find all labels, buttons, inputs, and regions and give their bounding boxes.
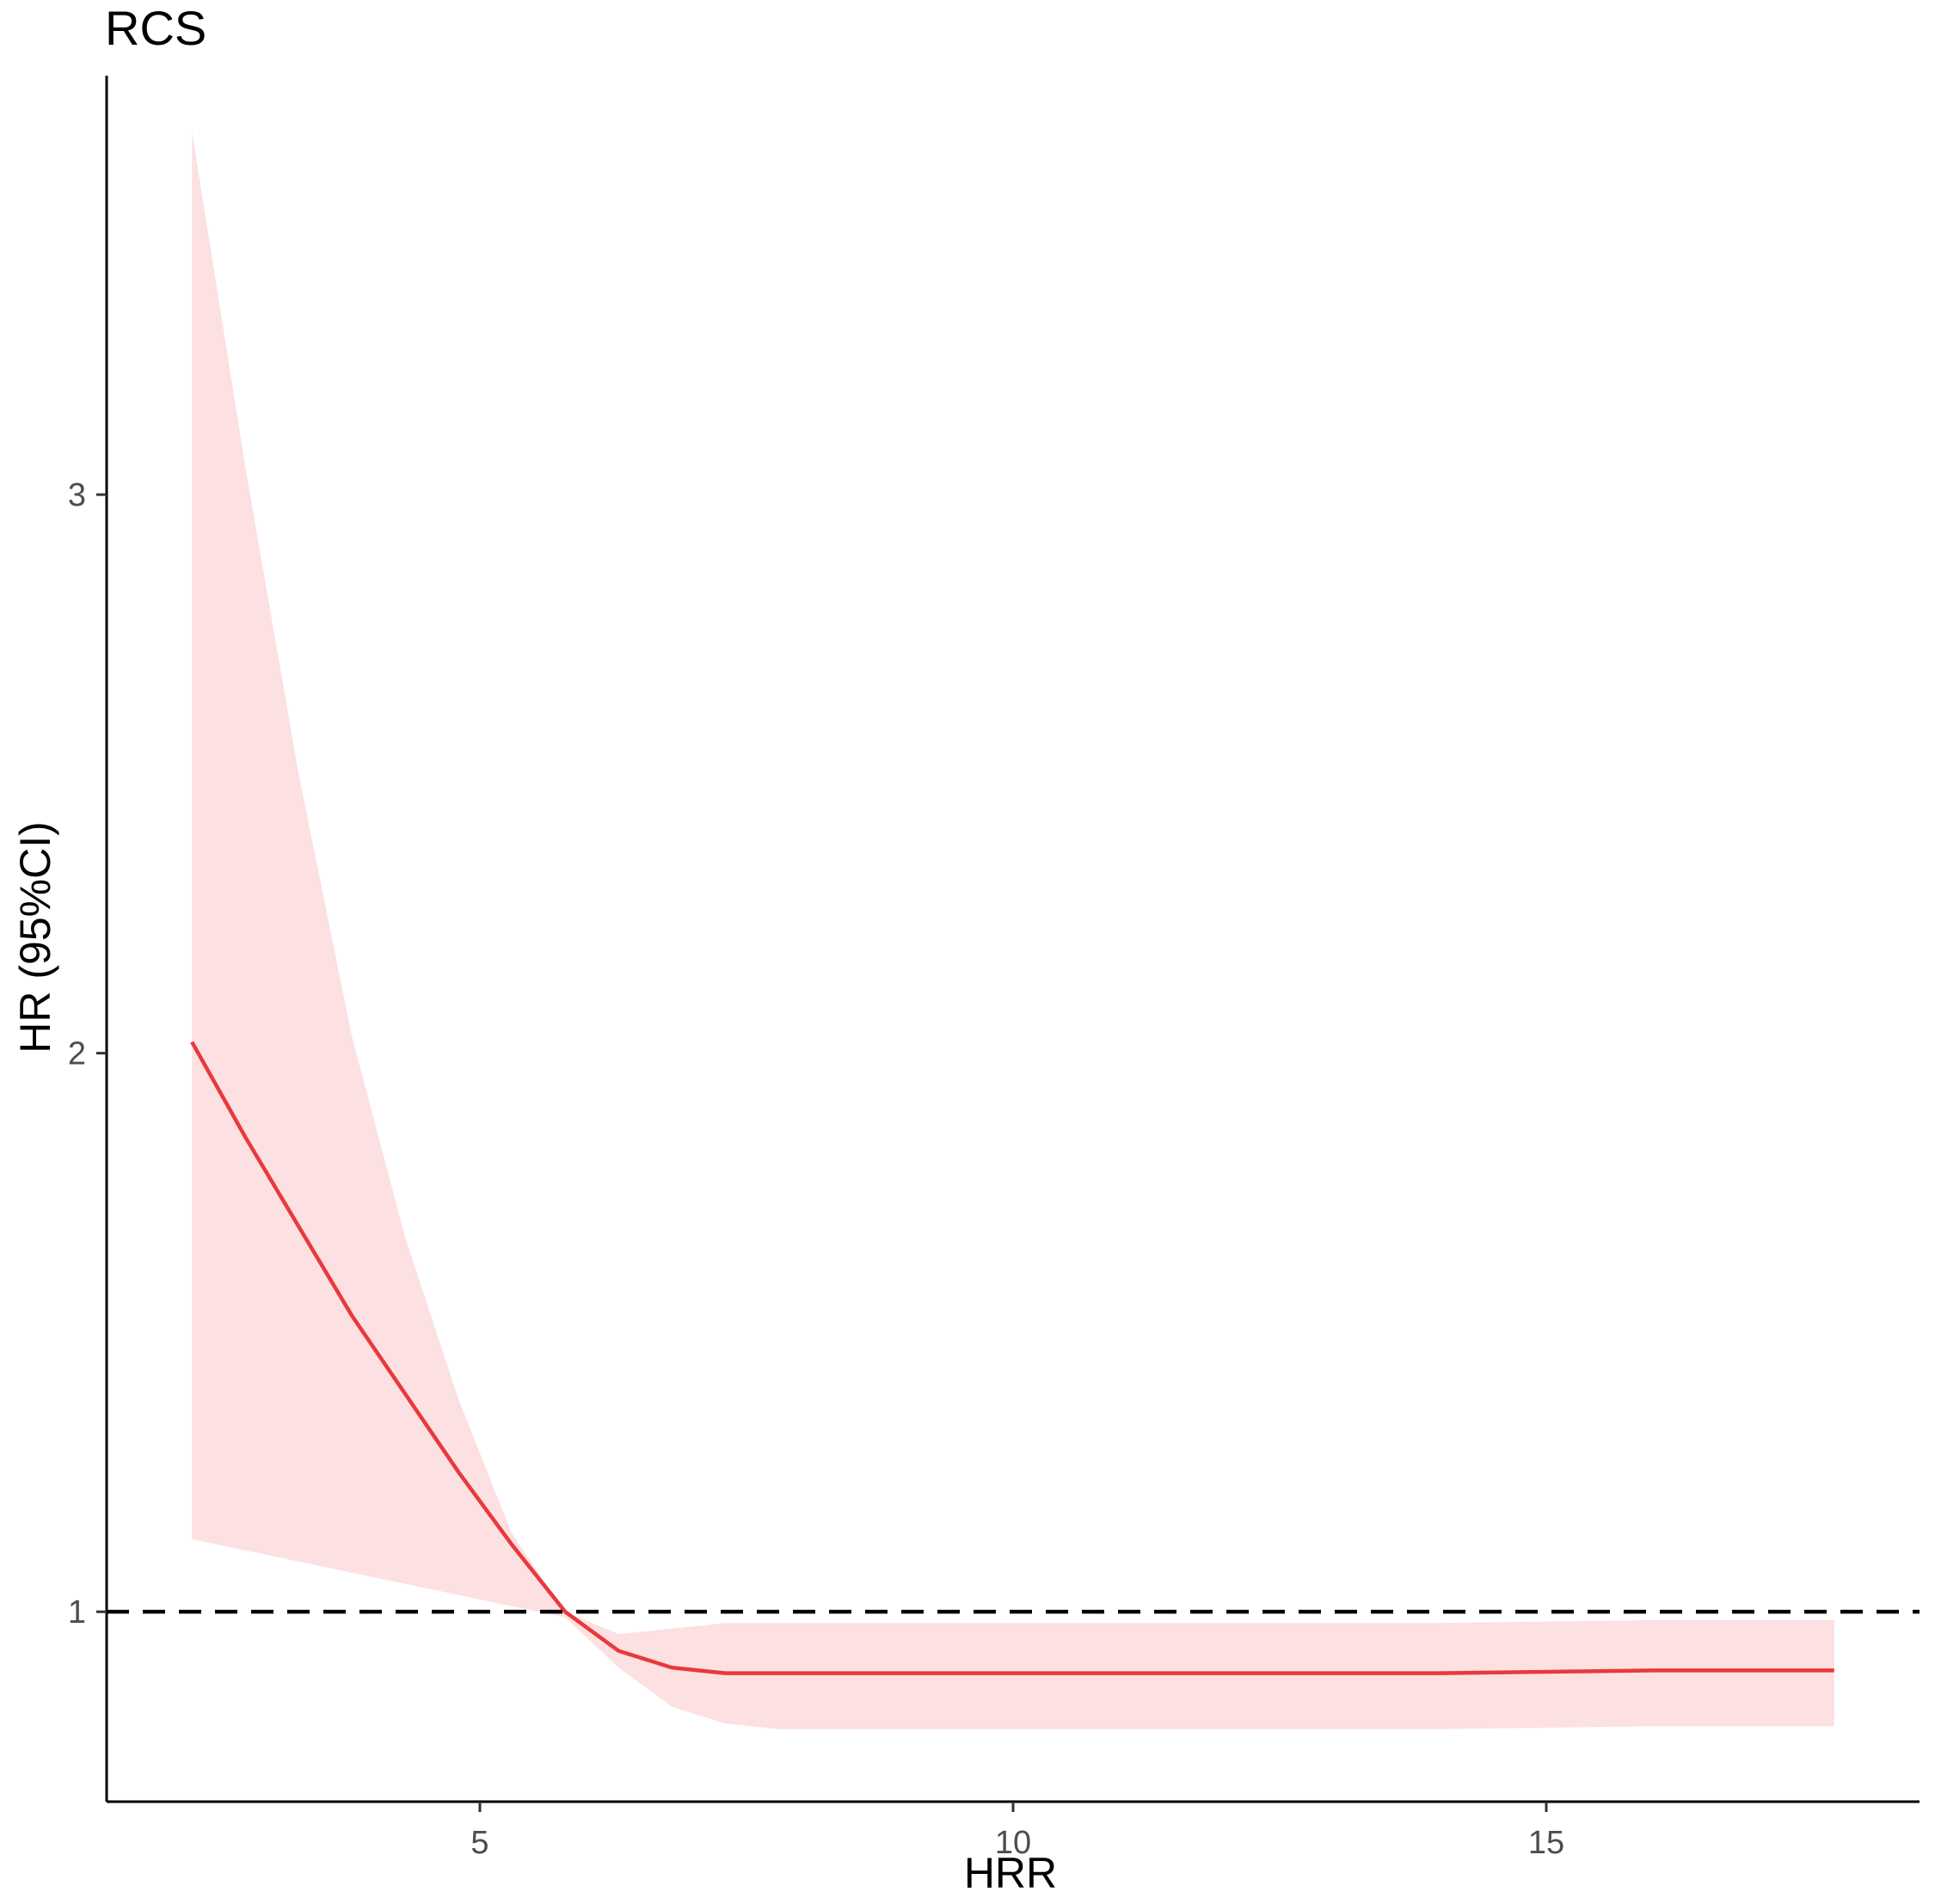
y-tick-label: 2 [68, 1036, 86, 1072]
hr-estimate-line [190, 1041, 1834, 1675]
x-tick-label: 5 [470, 1825, 488, 1861]
y-tick-label: 1 [68, 1594, 86, 1631]
ticks: 5 10 15 1 2 3 [68, 477, 1564, 1861]
x-axis-title: HRR [964, 1849, 1057, 1897]
chart-title: RCS [105, 1, 206, 55]
y-tick-label: 3 [68, 477, 86, 513]
confidence-band [192, 132, 1834, 1729]
x-tick-label: 15 [1528, 1825, 1564, 1861]
plot-area [107, 132, 1920, 1729]
y-axis-title: HR (95%CI) [11, 821, 59, 1053]
x-tick-label: 10 [995, 1825, 1031, 1861]
